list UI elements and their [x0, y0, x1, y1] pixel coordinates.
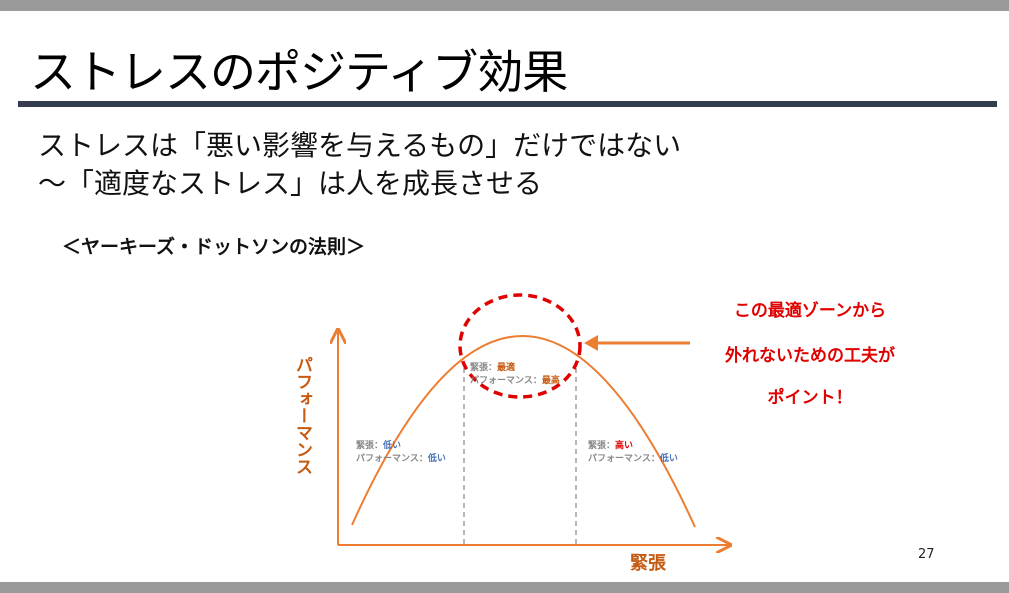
performance-curve	[351, 335, 696, 528]
callout-line-2: 外れないための工夫が	[725, 346, 895, 366]
page-number: 27	[918, 547, 935, 562]
zone-optimal-performance: パフォーマンス：最高	[470, 374, 560, 386]
zone-high-tension: 緊張：高い	[588, 439, 633, 451]
optimal-zone-highlight	[458, 293, 582, 399]
bottom-bar	[0, 582, 1009, 593]
x-axis-label: 緊張	[630, 553, 667, 574]
zone-high-performance: パフォーマンス：低い	[588, 452, 678, 464]
law-heading: ＜ヤーキーズ・ドットソンの法則＞	[62, 236, 366, 258]
title-divider	[18, 101, 997, 107]
subtitle-line-1: ストレスは「悪い影響を与えるもの」だけではない	[38, 129, 682, 162]
zone-optimal-tension: 緊張：最適	[470, 361, 515, 373]
top-bar	[0, 0, 1009, 11]
zone-low-performance: パフォーマンス：低い	[356, 452, 446, 464]
y-axis-label: パフォーマンス	[292, 356, 313, 475]
callout-line-3: ポイント！	[767, 388, 853, 408]
slide-title: ストレスのポジティブ効果	[30, 45, 568, 99]
callout-line-1: この最適ゾーンから	[733, 301, 887, 321]
callout-arrowhead	[584, 335, 598, 351]
subtitle-line-2: ～「適度なストレス」は人を成長させる	[38, 167, 543, 200]
zone-low-tension: 緊張：低い	[356, 439, 401, 451]
